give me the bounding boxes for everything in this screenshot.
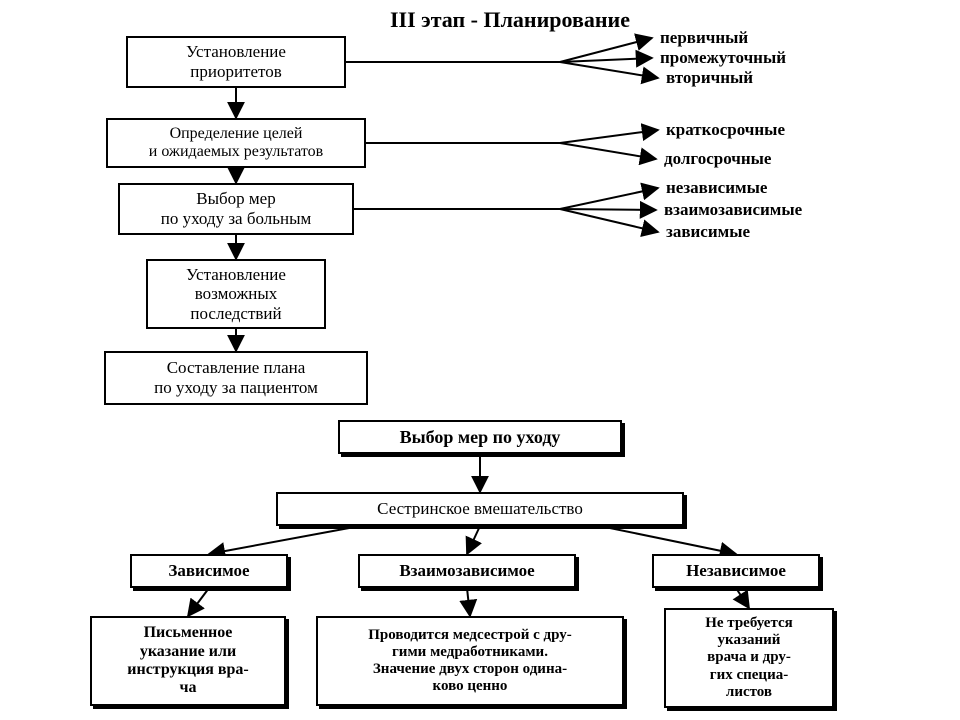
branch-interdependent: взаимозависимые [664, 200, 802, 220]
node-consequences: Установлениевозможныхпоследствий [146, 259, 326, 329]
node-dependent: Зависимое [130, 554, 288, 588]
node-interdependent-desc: Проводится медсестрой с дру-гими медрабо… [316, 616, 624, 706]
node-text: Установлениевозможныхпоследствий [186, 265, 286, 324]
diagram-title: III этап - Планирование [310, 6, 710, 34]
node-text: Определение целейи ожидаемых результатов [149, 125, 323, 162]
node-text: Проводится медсестрой с дру-гими медрабо… [368, 627, 572, 696]
branch-intermediate: промежуточный [660, 48, 786, 68]
node-text: Зависимое [168, 561, 249, 581]
diagram-canvas: III этап - Планирование Установлениеприо… [0, 0, 960, 720]
node-text: Взаимозависимое [399, 561, 534, 581]
node-priorities: Установлениеприоритетов [126, 36, 346, 88]
node-text: Письменноеуказание илиинструкция вра-ча [127, 624, 248, 698]
node-measures: Выбор мерпо уходу за больным [118, 183, 354, 235]
node-text: Выбор мер по уходу [400, 427, 561, 448]
node-goals: Определение целейи ожидаемых результатов [106, 118, 366, 168]
node-independent-desc: Не требуетсяуказанийврача и дру-гих спец… [664, 608, 834, 708]
node-text: Сестринское вмешательство [377, 499, 583, 519]
node-independent: Независимое [652, 554, 820, 588]
node-text: Выбор мерпо уходу за больным [161, 189, 312, 228]
node-text: Составление планапо уходу за пациентом [154, 358, 318, 397]
node-nursing-intervention: Сестринское вмешательство [276, 492, 684, 526]
branch-primary: первичный [660, 28, 748, 48]
branch-dependent: зависимые [666, 222, 750, 242]
branch-shortterm: краткосрочные [666, 120, 785, 140]
node-text: Установлениеприоритетов [186, 42, 286, 81]
node-select-measures: Выбор мер по уходу [338, 420, 622, 454]
branch-independent: независимые [666, 178, 767, 198]
node-interdependent: Взаимозависимое [358, 554, 576, 588]
node-dependent-desc: Письменноеуказание илиинструкция вра-ча [90, 616, 286, 706]
branch-secondary: вторичный [666, 68, 753, 88]
node-text: Не требуетсяуказанийврача и дру-гих спец… [705, 615, 793, 701]
branch-longterm: долгосрочные [664, 149, 771, 169]
node-text: Независимое [686, 561, 786, 581]
node-plan: Составление планапо уходу за пациентом [104, 351, 368, 405]
